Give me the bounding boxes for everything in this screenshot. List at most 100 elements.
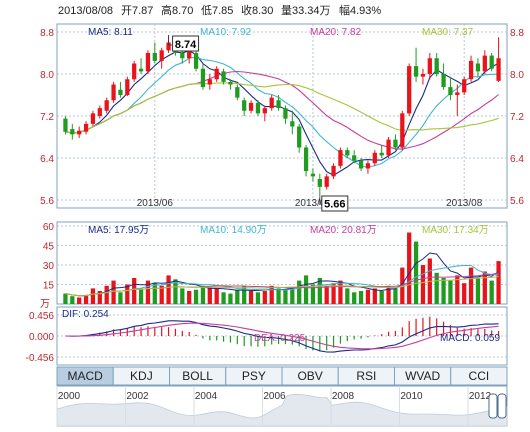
candle bbox=[400, 110, 405, 151]
timeline-tick: 2002 bbox=[126, 391, 149, 402]
volume-bar bbox=[187, 291, 192, 304]
timeline-handle[interactable] bbox=[488, 393, 507, 419]
candle bbox=[407, 63, 412, 116]
tab-label[interactable]: RSI bbox=[356, 369, 376, 383]
tab-label[interactable]: OBV bbox=[297, 369, 322, 383]
candle-body bbox=[90, 113, 96, 124]
volume-bar bbox=[111, 280, 116, 304]
volume-bar bbox=[324, 285, 329, 304]
volume-bar bbox=[365, 289, 371, 304]
volume-bar bbox=[269, 285, 274, 304]
macd-y-tick: -0.456 bbox=[26, 353, 55, 364]
volume-bar bbox=[207, 287, 212, 304]
volume-bar bbox=[297, 280, 302, 304]
candle-body bbox=[152, 53, 157, 61]
candle bbox=[475, 58, 481, 77]
candle-body bbox=[372, 152, 377, 164]
volume-bar bbox=[496, 261, 501, 304]
candle-body bbox=[420, 74, 426, 77]
volume-y-tick: 30 bbox=[43, 261, 55, 272]
volume-ma-lines bbox=[65, 252, 499, 297]
tab-label[interactable]: BOLL bbox=[182, 369, 213, 383]
tab-label[interactable]: MACD bbox=[67, 369, 103, 383]
volume-bar bbox=[310, 284, 316, 304]
tab-wvad[interactable]: WVAD bbox=[394, 366, 452, 386]
candle-body bbox=[276, 100, 281, 109]
tab-macd[interactable]: MACD bbox=[56, 366, 114, 386]
candle bbox=[489, 53, 494, 72]
candle-body bbox=[255, 102, 261, 114]
candle-body bbox=[180, 53, 185, 59]
dea-label: DEA: 0.225 bbox=[254, 333, 306, 344]
candle bbox=[70, 123, 75, 140]
candle-body bbox=[427, 58, 432, 74]
price-y-tick-right: 8.0 bbox=[510, 70, 524, 81]
tab-kdj[interactable]: KDJ bbox=[112, 366, 170, 386]
candle-body bbox=[228, 81, 233, 85]
volume-bar bbox=[166, 275, 171, 304]
volume-bar bbox=[138, 288, 144, 304]
volume-bar bbox=[420, 265, 426, 304]
price-ma-lines bbox=[65, 50, 499, 176]
tab-obv[interactable]: OBV bbox=[281, 366, 339, 386]
price-y-tick-left: 6.4 bbox=[40, 154, 54, 165]
volume-bar bbox=[455, 275, 460, 304]
volume-bar bbox=[132, 278, 137, 304]
candle-body bbox=[393, 139, 398, 148]
candle-body bbox=[317, 179, 322, 187]
price-ma-legend: MA5: 8.11 MA10: 7.92 MA20: 7.82 MA30: 7.37 bbox=[88, 27, 474, 38]
price-ma-line-ma10 bbox=[65, 56, 499, 168]
candle bbox=[358, 158, 364, 172]
tab-label[interactable]: PSY bbox=[242, 369, 266, 383]
high-callout-box bbox=[172, 35, 200, 52]
price-callouts: 8.74 5.66 bbox=[168, 35, 349, 212]
candle bbox=[482, 50, 487, 74]
candle bbox=[228, 79, 233, 90]
candle bbox=[413, 47, 419, 82]
tab-boll[interactable]: BOLL bbox=[169, 366, 227, 386]
candle bbox=[496, 37, 501, 82]
candle bbox=[269, 95, 274, 111]
volume-bar bbox=[489, 280, 494, 304]
candle-body bbox=[214, 68, 219, 80]
candle-body bbox=[489, 55, 494, 69]
volume-bar bbox=[379, 291, 384, 304]
candle-body bbox=[200, 68, 206, 88]
candle bbox=[132, 60, 137, 82]
tab-bg[interactable] bbox=[450, 366, 508, 386]
price-ma-line-ma30 bbox=[65, 82, 499, 134]
volume-y-tick: 45 bbox=[43, 242, 55, 253]
volume-bar bbox=[303, 275, 309, 304]
macd-label: MACD: 0.059 bbox=[440, 333, 500, 344]
volume-bar bbox=[434, 272, 439, 304]
candle bbox=[90, 110, 96, 127]
timeline-tick: 2000 bbox=[58, 391, 81, 402]
candle-body bbox=[358, 160, 364, 169]
candle bbox=[331, 163, 336, 179]
tab-label[interactable]: CCI bbox=[469, 369, 490, 383]
tab-rsi[interactable]: RSI bbox=[337, 366, 395, 386]
volume-bar bbox=[77, 297, 82, 304]
tab-label[interactable]: WVAD bbox=[405, 369, 440, 383]
candle-body bbox=[462, 79, 467, 93]
candle bbox=[125, 76, 130, 97]
volume-bar bbox=[104, 285, 109, 304]
volume-bar bbox=[386, 285, 391, 304]
volume-bar bbox=[317, 278, 322, 304]
timeline-handle-right[interactable] bbox=[497, 393, 507, 419]
tab-label[interactable]: KDJ bbox=[130, 369, 153, 383]
candle-body bbox=[310, 173, 316, 177]
candle-body bbox=[448, 87, 453, 95]
candle-body bbox=[242, 100, 247, 111]
candle bbox=[145, 50, 151, 74]
timeline-handle-left[interactable] bbox=[488, 393, 498, 419]
candle-body bbox=[434, 58, 439, 74]
volume-ma-line-ma10 bbox=[65, 265, 499, 297]
candle-body bbox=[104, 100, 109, 111]
candle-body bbox=[468, 60, 474, 80]
tab-cci[interactable]: CCI bbox=[450, 366, 508, 386]
volume-bar bbox=[118, 292, 123, 304]
header-close-label: 收 bbox=[241, 3, 252, 17]
volume-bar bbox=[173, 279, 178, 304]
tab-psy[interactable]: PSY bbox=[225, 366, 283, 386]
